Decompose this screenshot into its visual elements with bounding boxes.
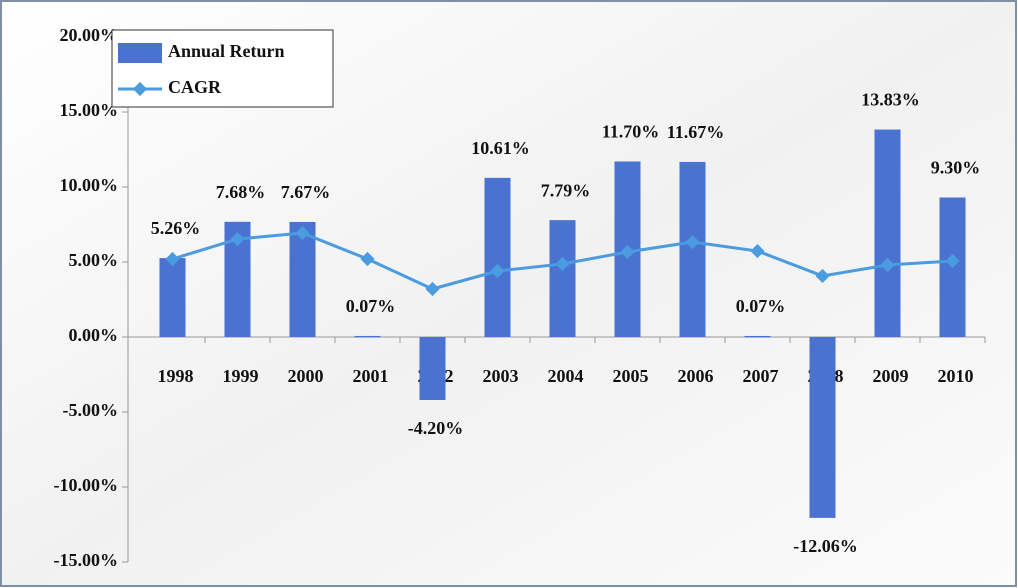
bar (419, 337, 446, 400)
marker (685, 234, 700, 250)
marker (620, 244, 635, 260)
data-label: -12.06% (793, 536, 858, 556)
marker (815, 268, 830, 284)
bar (874, 129, 901, 337)
x-tick-label: 2004 (548, 366, 584, 386)
x-tick-label: 2001 (353, 366, 389, 386)
bar (744, 335, 771, 338)
marker (165, 251, 180, 267)
legend-swatch (118, 43, 162, 63)
legend-label: CAGR (168, 77, 222, 97)
y-tick-label: -10.00% (54, 475, 119, 495)
data-label: 11.70% (602, 122, 660, 142)
x-tick-label: 2005 (613, 366, 649, 386)
y-tick-label: -15.00% (54, 550, 119, 570)
x-tick-label: 2000 (288, 366, 324, 386)
x-tick-label: 2007 (743, 366, 779, 386)
y-tick-label: 5.00% (69, 250, 119, 270)
marker (555, 256, 570, 272)
data-label: 7.67% (281, 182, 331, 202)
data-label: 0.07% (736, 296, 786, 316)
bar (484, 177, 511, 337)
y-tick-label: 20.00% (60, 25, 119, 45)
bar (354, 335, 381, 338)
marker (360, 251, 375, 267)
bar (809, 337, 836, 518)
marker (945, 253, 960, 269)
x-tick-label: 2006 (678, 366, 714, 386)
data-label: 7.68% (216, 182, 266, 202)
marker (750, 243, 765, 259)
data-label: 10.61% (471, 138, 530, 158)
data-label: 0.07% (346, 296, 396, 316)
marker (880, 257, 895, 273)
data-label: 11.67% (667, 122, 725, 142)
data-label: 5.26% (151, 218, 201, 238)
marker (490, 263, 505, 279)
data-label: -4.20% (408, 418, 464, 438)
y-tick-label: 0.00% (69, 325, 119, 345)
x-tick-label: 1999 (223, 366, 259, 386)
marker (230, 231, 245, 247)
y-tick-label: 10.00% (60, 175, 119, 195)
x-tick-label: 2009 (873, 366, 909, 386)
marker (425, 281, 440, 297)
y-tick-label: 15.00% (60, 100, 119, 120)
bar (679, 161, 706, 337)
x-tick-label: 2010 (938, 366, 974, 386)
x-tick-label: 2003 (483, 366, 519, 386)
bar (159, 258, 186, 337)
data-label: 7.79% (541, 180, 591, 200)
legend-label: Annual Return (168, 41, 285, 61)
data-label: 9.30% (931, 158, 981, 178)
bar (549, 220, 576, 337)
bar (289, 221, 316, 337)
y-tick-label: -5.00% (63, 400, 119, 420)
legend-box (111, 29, 334, 108)
data-label: 13.83% (861, 90, 920, 110)
x-tick-label: 1998 (158, 366, 194, 386)
marker (295, 225, 310, 241)
